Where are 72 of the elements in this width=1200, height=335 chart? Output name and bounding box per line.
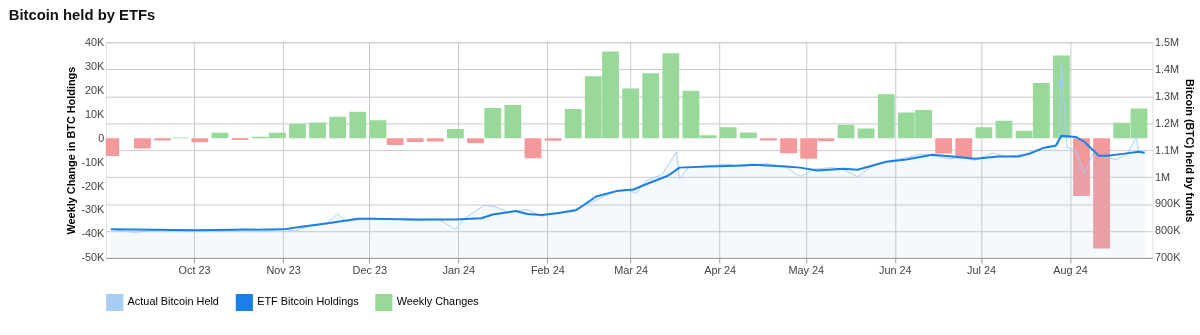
bar [309, 122, 326, 139]
x-tick-label: Jan 24 [442, 264, 476, 277]
line-series [109, 134, 1146, 232]
y-tick-label: 30K [85, 59, 106, 72]
legend-label: ETF Bitcoin Holdings [257, 295, 360, 308]
bar [662, 53, 680, 139]
bar [877, 94, 895, 139]
bar [426, 138, 444, 142]
y-tick-label: -10K [81, 155, 106, 168]
y2-tick-label: 700K [1154, 251, 1182, 264]
bar [837, 124, 855, 139]
bar [564, 108, 582, 139]
bar [386, 138, 404, 146]
bar [622, 88, 640, 139]
y2-tick-label: 1.4M [1154, 62, 1180, 75]
bar [1073, 138, 1090, 196]
y-tick-label: -20K [81, 179, 106, 192]
chart-title: Bitcoin held by ETFs [8, 6, 156, 23]
bar [329, 116, 347, 139]
x-tick-label: Oct 23 [178, 264, 211, 277]
x-tick-label: Aug 24 [1053, 264, 1088, 277]
x-tick-label: Nov 23 [266, 264, 301, 277]
y-tick-label: -30K [81, 203, 106, 216]
bar [995, 120, 1013, 139]
y2-tick-label: 1.5M [1154, 35, 1180, 48]
x-tick-label: Feb 24 [530, 264, 565, 277]
x-tick-label: Apr 24 [704, 264, 737, 277]
y2-tick-label: 1.1M [1154, 143, 1180, 156]
bar [191, 138, 209, 143]
y-tick-label: 40K [85, 35, 106, 48]
y-tick-label: -40K [81, 227, 106, 240]
y-tick-label: 0 [98, 131, 105, 144]
bar [975, 127, 993, 139]
bar [760, 138, 777, 141]
x-tick-label: Mar 24 [614, 264, 649, 277]
bar [211, 132, 229, 139]
bar [484, 107, 502, 139]
bar [739, 132, 757, 139]
bar [524, 138, 542, 159]
y2-tick-label: 1.2M [1154, 116, 1180, 129]
x-tick-label: Jul 24 [966, 264, 997, 277]
bar [1093, 138, 1111, 249]
bar [289, 123, 306, 139]
x-tick-label: Jun 24 [879, 264, 912, 277]
bar [467, 138, 484, 144]
y2-tick-label: 900K [1154, 197, 1182, 210]
bar [857, 128, 875, 139]
y-axis-title: Weekly Change in BTC Holdings [65, 66, 78, 235]
y2-axis-title: Bitcoin (BTC) held by funds [1184, 79, 1197, 223]
bar [133, 138, 151, 149]
bar [349, 111, 367, 139]
bar [935, 138, 953, 154]
legend-label: Weekly Changes [396, 295, 480, 308]
bar [447, 129, 464, 139]
legend-label: Actual Bitcoin Held [127, 295, 219, 308]
y2-tick-label: 1M [1154, 170, 1171, 183]
x-tick-label: May 24 [788, 264, 825, 277]
bar [780, 138, 797, 154]
x-tick-label: Dec 23 [352, 264, 387, 277]
bar [369, 120, 387, 139]
y2-tick-label: 1.3M [1154, 89, 1180, 102]
bar [154, 138, 171, 141]
bar [504, 105, 522, 139]
y-tick-label: -50K [81, 251, 106, 264]
bar [642, 73, 660, 139]
bar [406, 138, 424, 142]
y-tick-label: 20K [85, 83, 106, 96]
bar [719, 127, 737, 139]
y2-tick-label: 800K [1154, 224, 1182, 237]
bar [544, 138, 562, 141]
y-tick-label: 10K [85, 107, 106, 120]
bar [955, 138, 973, 158]
